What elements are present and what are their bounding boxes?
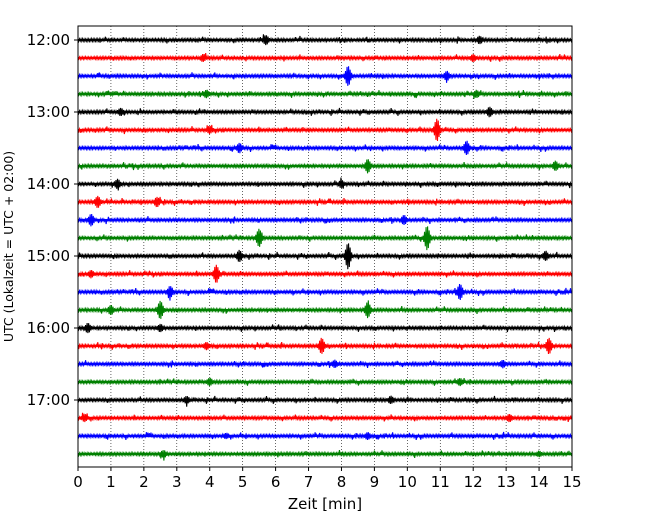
- trace-row-1530: [77, 284, 573, 301]
- x-tick-label: 6: [271, 473, 281, 491]
- y-tick-label: 14:00: [27, 175, 70, 193]
- x-tick-label: 10: [398, 473, 417, 491]
- trace-row-1730: [77, 431, 573, 440]
- trace-row-1300: [77, 106, 573, 118]
- y-tick-label: 16:00: [27, 319, 70, 337]
- trace-row-1330: [77, 140, 573, 155]
- x-tick-label: 9: [370, 473, 380, 491]
- x-tick-label: 2: [139, 473, 149, 491]
- trace-row-1445: [77, 226, 573, 251]
- y-tick-label: 15:00: [27, 247, 70, 265]
- trace-row-1700: [77, 395, 573, 407]
- y-axis-ticks: 12:00 13:00 14:00 15:00 16:00 17:00: [27, 31, 78, 409]
- trace-row-1715: [77, 412, 573, 423]
- x-tick-label: 12: [464, 473, 483, 491]
- x-tick-label: 8: [337, 473, 347, 491]
- trace-row-1200: [77, 34, 573, 46]
- x-tick-label: 14: [530, 473, 549, 491]
- trace-row-1645: [77, 377, 573, 387]
- x-tick-label: 1: [106, 473, 116, 491]
- y-tick-label: 13:00: [27, 103, 70, 121]
- x-axis-ticks: 0 1 2 3 4 5 6 7 8 9 10 11 12 13 14 15: [73, 467, 582, 491]
- plot-frame: [77, 25, 573, 468]
- trace-row-1515: [77, 264, 573, 283]
- x-tick-label: 5: [238, 473, 248, 491]
- x-tick-label: 7: [304, 473, 314, 491]
- x-tick-label: 15: [562, 473, 581, 491]
- trace-row-1545: [77, 300, 573, 319]
- trace-row-1745: [77, 450, 573, 461]
- x-tick-label: 0: [73, 473, 83, 491]
- trace-row-1600: [77, 323, 573, 334]
- trace-row-1245: [77, 89, 573, 99]
- seismic-trace: [77, 450, 573, 461]
- x-tick-label: 13: [497, 473, 516, 491]
- trace-row-1315: [77, 118, 573, 142]
- trace-row-1400: [77, 177, 573, 191]
- y-tick-label: 12:00: [27, 31, 70, 49]
- x-axis-label: Zeit [min]: [288, 495, 362, 513]
- y-tick-label: 17:00: [27, 391, 70, 409]
- trace-row-1500: [77, 243, 573, 270]
- trace-row-1415: [77, 195, 573, 208]
- trace-row-1430: [77, 213, 573, 227]
- seismic-trace: [77, 395, 573, 407]
- trace-row-1230: [77, 66, 573, 86]
- y-axis-label: UTC (Lokalzeit = UTC + 02:00): [1, 151, 16, 342]
- trace-row-1215: [77, 53, 573, 62]
- x-tick-label: 3: [172, 473, 182, 491]
- trace-row-1345: [77, 159, 573, 174]
- x-tick-label: 4: [205, 473, 215, 491]
- x-tick-label: 11: [431, 473, 450, 491]
- trace-row-1630: [77, 359, 573, 369]
- trace-row-1615: [77, 337, 573, 355]
- trace-rows: [77, 34, 573, 461]
